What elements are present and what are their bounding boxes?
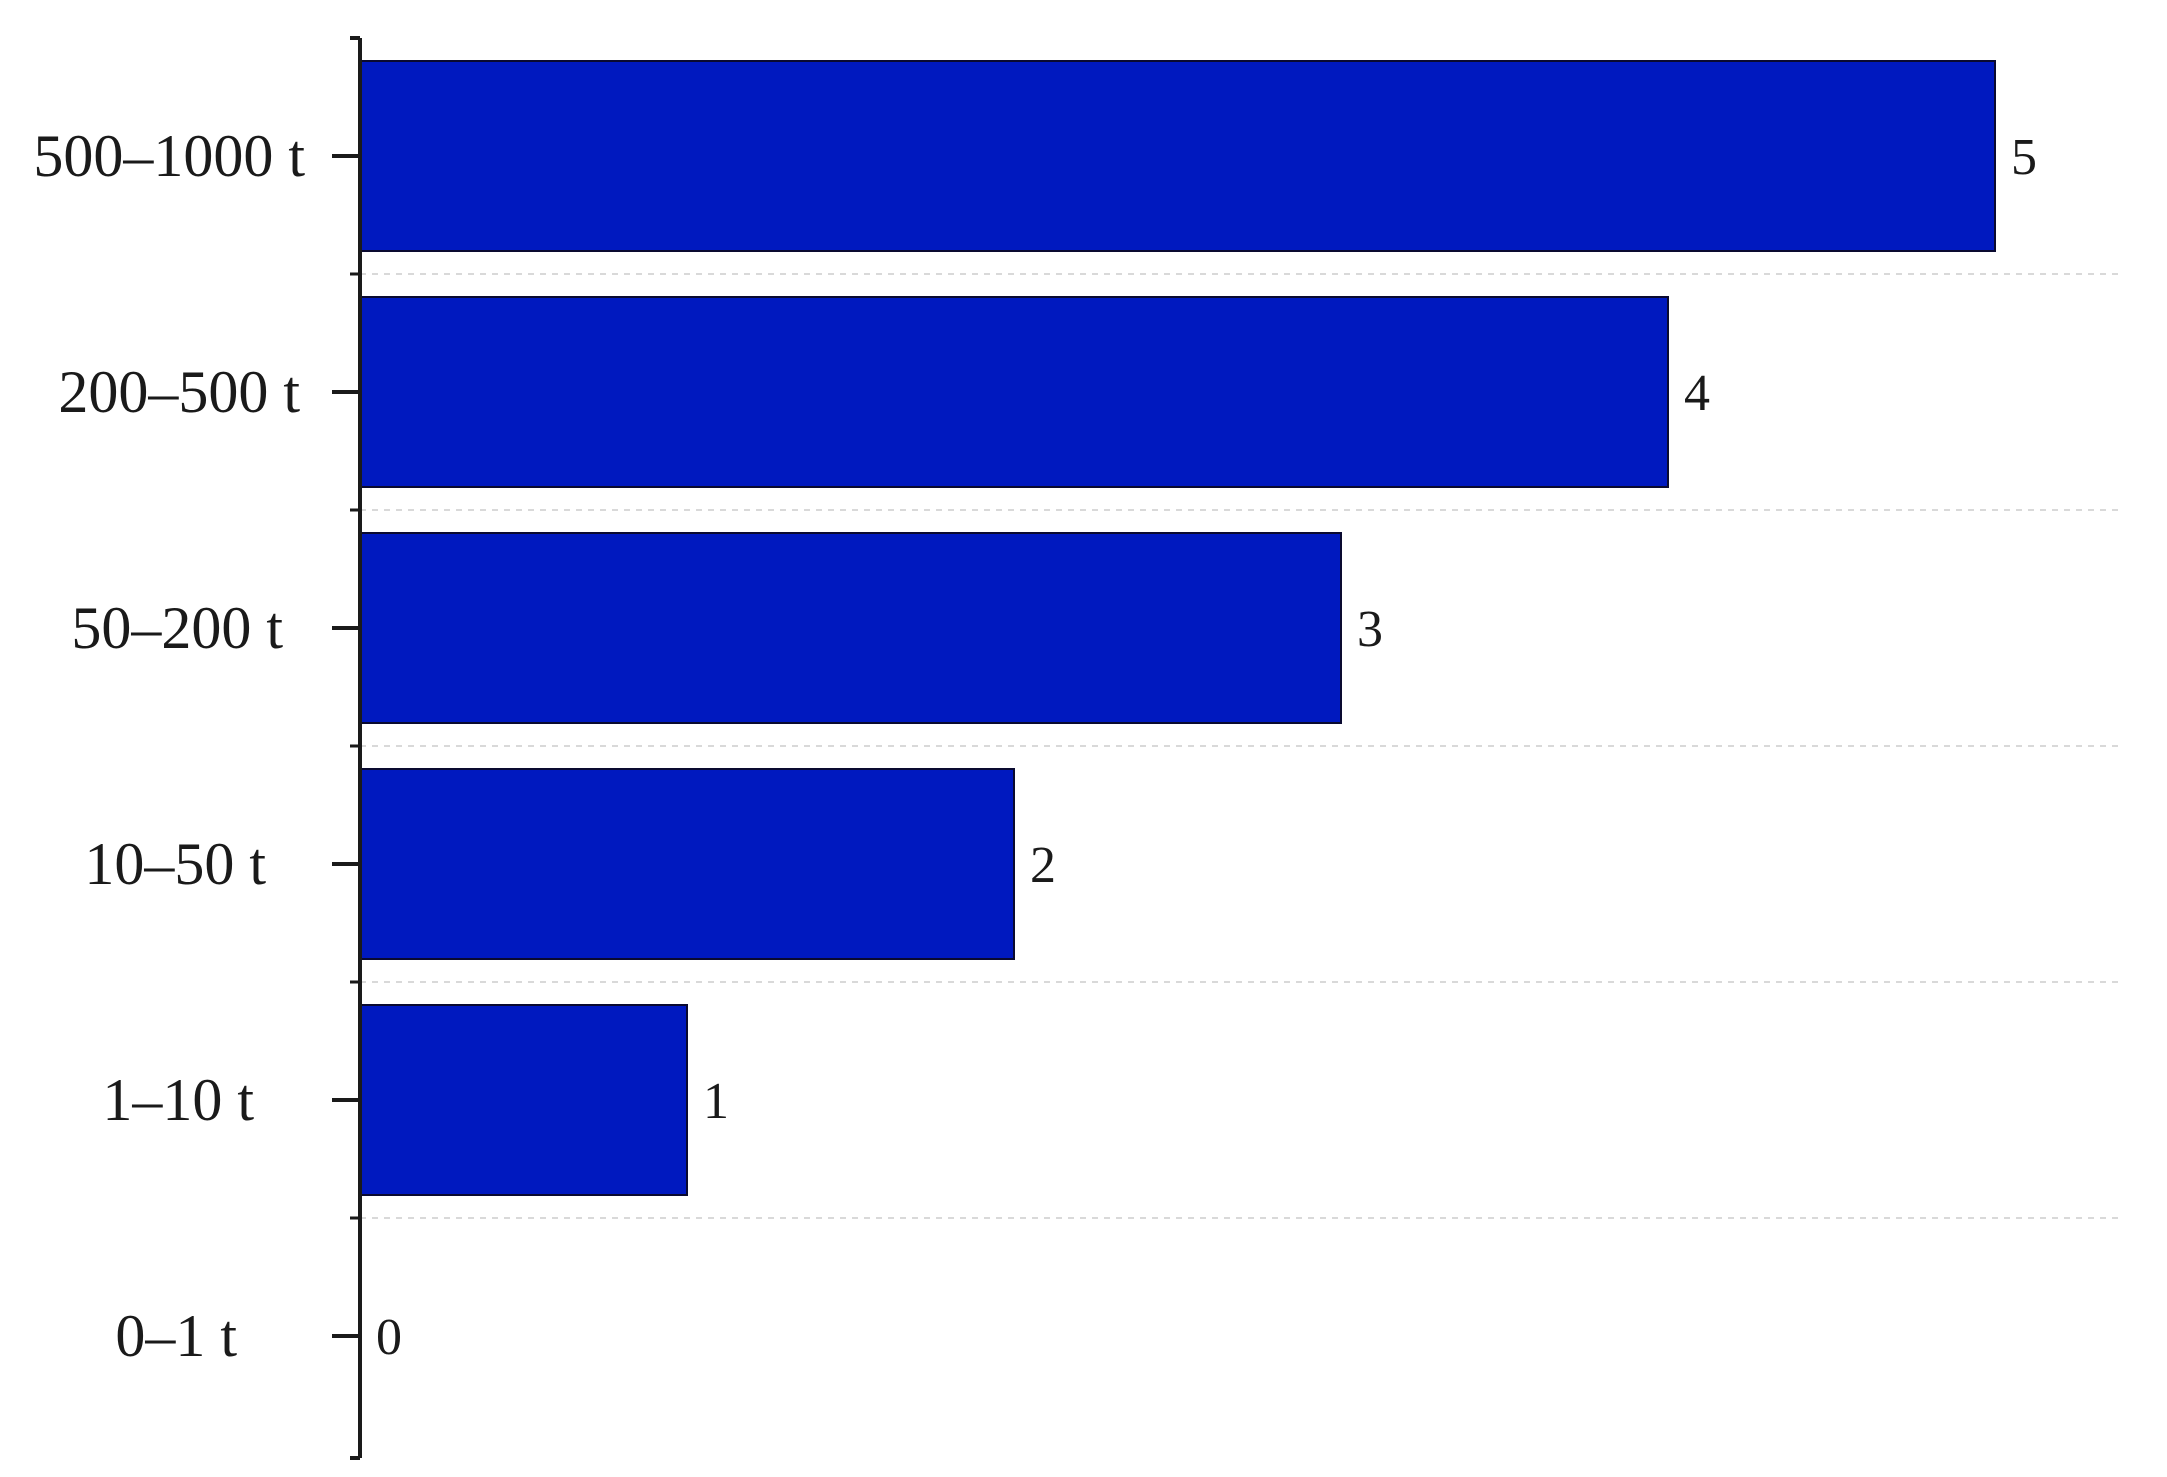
y-tick-label: 1–10 t bbox=[102, 1067, 254, 1133]
data-label: 3 bbox=[1357, 601, 1383, 658]
y-axis bbox=[332, 36, 362, 1460]
data-label: 4 bbox=[1684, 365, 1710, 422]
bar bbox=[359, 60, 1996, 252]
y-tick-label: 10–50 t bbox=[84, 831, 266, 897]
data-label: 2 bbox=[1030, 837, 1056, 894]
y-tick-label: 200–500 t bbox=[58, 359, 300, 425]
data-label: 0 bbox=[376, 1309, 402, 1366]
bar bbox=[359, 1004, 688, 1196]
bars bbox=[359, 60, 1996, 1196]
bar bbox=[359, 768, 1015, 960]
grid-lines bbox=[360, 273, 2120, 1219]
bar bbox=[359, 296, 1669, 488]
data-label: 1 bbox=[703, 1073, 729, 1130]
bar bbox=[359, 532, 1342, 724]
y-tick-label: 0–1 t bbox=[115, 1303, 237, 1369]
data-label: 5 bbox=[2011, 129, 2037, 186]
y-tick-label: 50–200 t bbox=[71, 595, 283, 661]
labels: 500–1000 t 200–500 t 50–200 t 10–50 t 1–10 t… bbox=[33, 123, 2037, 1369]
y-tick-label: 500–1000 t bbox=[33, 123, 305, 189]
